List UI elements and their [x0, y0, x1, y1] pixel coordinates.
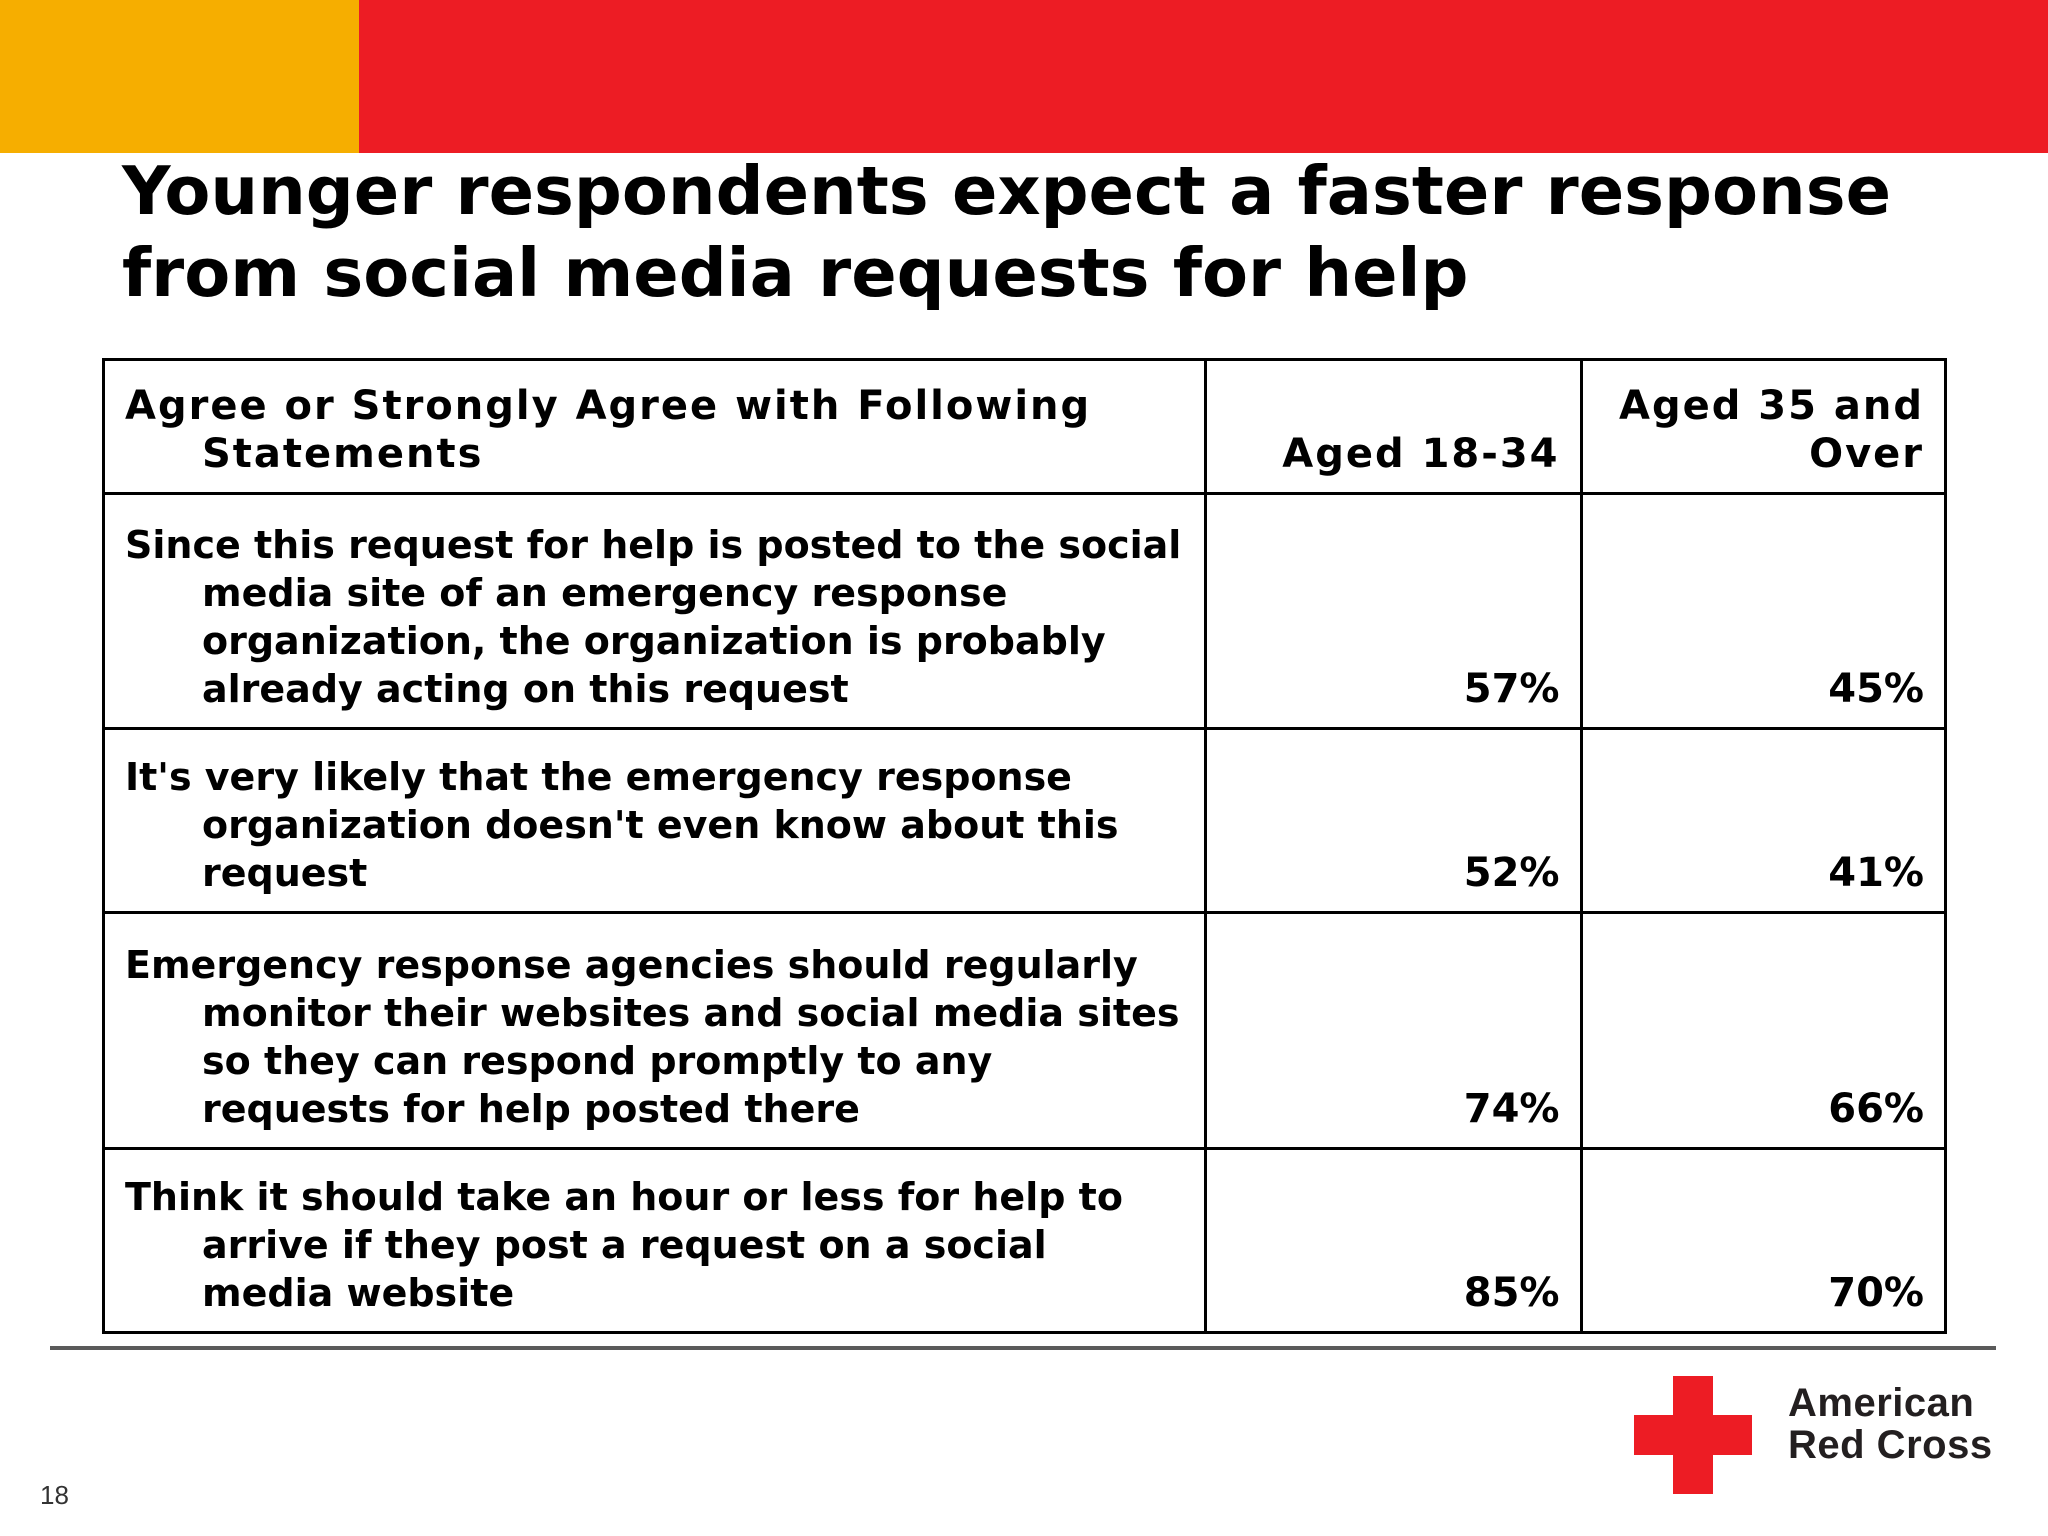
statement-cell: Think it should take an hour or less for…: [101, 1147, 1208, 1334]
logo-wordmark: American Red Cross: [1788, 1382, 1993, 1466]
american-red-cross-logo: American Red Cross: [1634, 1376, 2036, 1494]
table-header-row: Agree or Strongly Agree with Following S…: [101, 358, 1948, 495]
statement-cell: Since this request for help is posted to…: [101, 492, 1208, 730]
slide-title-line-2: from social media requests for help: [122, 234, 1469, 312]
page-number: 18: [40, 1480, 69, 1510]
value-aged-35-over: 66%: [1579, 911, 1948, 1150]
header-statements: Agree or Strongly Agree with Following S…: [101, 358, 1208, 495]
value-aged-35-over: 70%: [1579, 1147, 1948, 1334]
red-cross-icon: [1634, 1376, 1752, 1494]
value-aged-18-34: 74%: [1204, 911, 1583, 1150]
table-row: Emergency response agencies should regul…: [101, 911, 1948, 1150]
header-aged-18-34: Aged 18-34: [1204, 358, 1583, 495]
footer-divider: [50, 1346, 1996, 1350]
header-aged-35-over: Aged 35 and Over: [1579, 358, 1948, 495]
table-row: It's very likely that the emergency resp…: [101, 727, 1948, 914]
slide-title-line-1: Younger respondents expect a faster resp…: [122, 152, 1892, 230]
statement-cell: It's very likely that the emergency resp…: [101, 727, 1208, 914]
value-aged-18-34: 57%: [1204, 492, 1583, 730]
logo-line-2: Red Cross: [1788, 1423, 1993, 1467]
table-row: Since this request for help is posted to…: [101, 492, 1948, 730]
statement-cell: Emergency response agencies should regul…: [101, 911, 1208, 1150]
value-aged-35-over: 45%: [1579, 492, 1948, 730]
value-aged-35-over: 41%: [1579, 727, 1948, 914]
value-aged-18-34: 85%: [1204, 1147, 1583, 1334]
survey-table: Agree or Strongly Agree with Following S…: [101, 358, 1948, 1334]
logo-line-1: American: [1788, 1381, 1975, 1425]
header-band-red: [359, 0, 2048, 153]
header-band-yellow: [0, 0, 359, 153]
value-aged-18-34: 52%: [1204, 727, 1583, 914]
slide-title: Younger respondents expect a faster resp…: [122, 150, 1942, 314]
table-row: Think it should take an hour or less for…: [101, 1147, 1948, 1334]
